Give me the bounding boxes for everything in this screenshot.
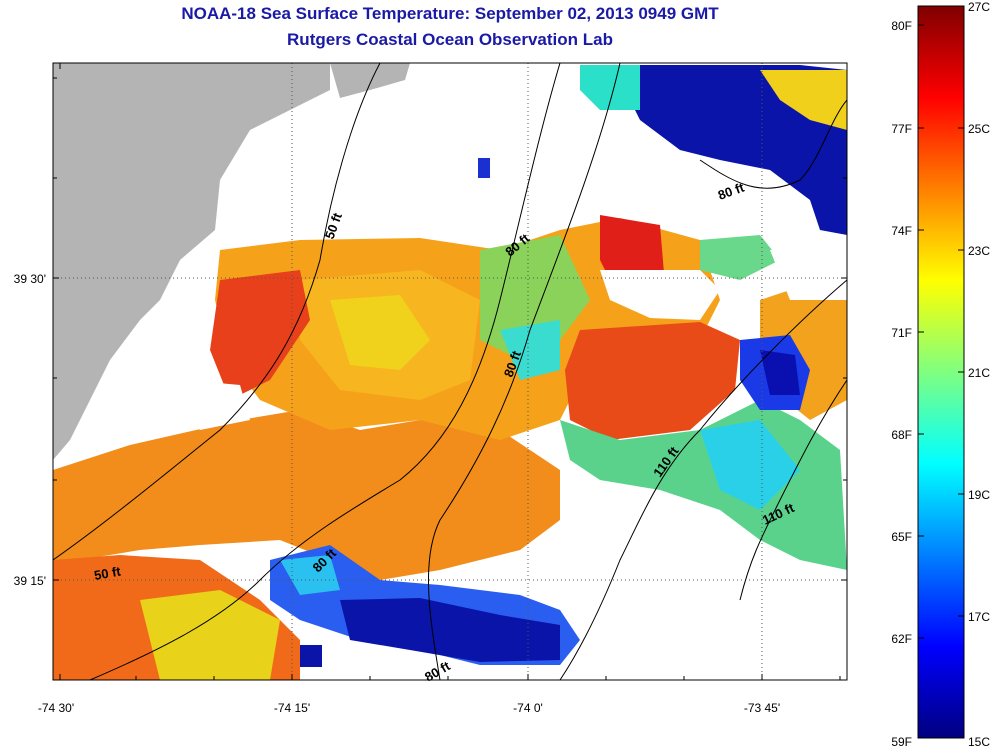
graticule [53,63,847,680]
contour-label: 50 ft [93,563,123,583]
map-subtitle: Rutgers Coastal Ocean Observation Lab [287,30,613,49]
colorbar-f-label: 80F [891,19,912,33]
colorbar-f-label: 71F [891,326,912,340]
colorbar-c-label: 19C [968,488,990,502]
colorbar-c-label: 23C [968,244,990,258]
bathymetry-contours [53,63,847,680]
axis-ticks [53,63,847,680]
colorbar-ticks [918,24,964,639]
colorbar-c-label: 25C [968,122,990,136]
x-tick-label: -74 30' [38,701,74,715]
map-title: NOAA-18 Sea Surface Temperature: Septemb… [181,4,719,23]
colorbar-f-label: 65F [891,530,912,544]
x-tick-label: -73 45' [744,701,780,715]
sst-field [53,63,847,680]
y-tick-label: 39 15' [14,574,46,588]
colorbar-c-label: 15C [968,735,990,749]
colorbar-c-label: 17C [968,610,990,624]
colorbar [917,5,965,739]
colorbar-c-labels: 27C 25C 23C 21C 19C 17C 15C [968,0,990,749]
colorbar-f-labels: 80F 77F 74F 71F 68F 65F 62F 59F [891,19,912,749]
x-tick-label: -74 0' [513,701,543,715]
colorbar-c-label: 21C [968,366,990,380]
plot-frame [52,62,848,681]
colorbar-f-label: 59F [891,735,912,749]
colorbar-f-label: 62F [891,632,912,646]
colorbar-f-label: 74F [891,224,912,238]
y-tick-label: 39 30' [14,272,46,286]
colorbar-c-label: 27C [968,0,990,14]
x-tick-label: -74 15' [274,701,310,715]
colorbar-f-label: 68F [891,428,912,442]
colorbar-f-label: 77F [891,122,912,136]
